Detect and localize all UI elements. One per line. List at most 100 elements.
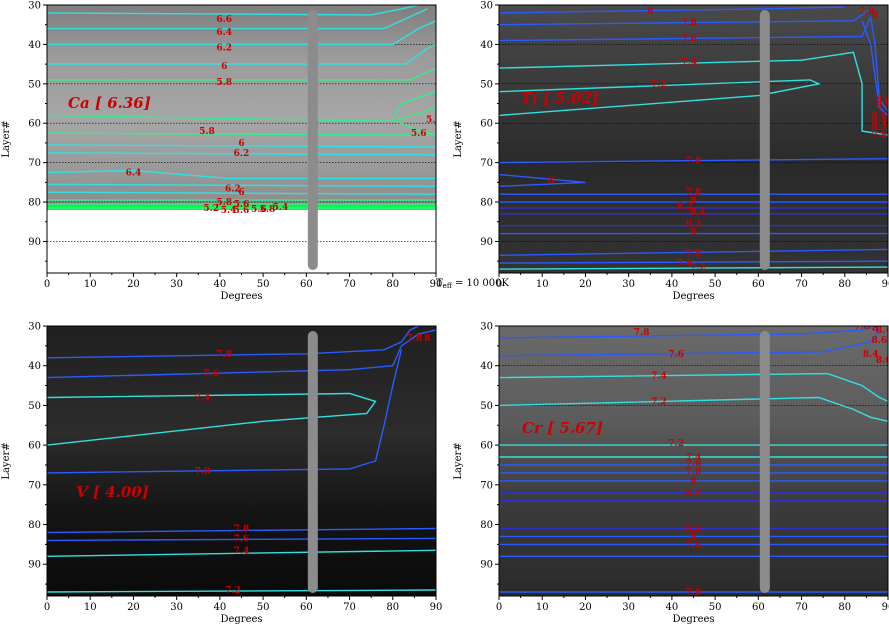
contour-line bbox=[47, 152, 436, 156]
contour-label: 6.2 bbox=[225, 184, 241, 194]
contour-label: 5.6 bbox=[251, 205, 267, 215]
y-tick-label: 30 bbox=[480, 322, 493, 333]
y-tick-label: 80 bbox=[28, 520, 41, 531]
contour-label: 8.2 bbox=[686, 489, 702, 499]
contour-label: 8.4 bbox=[876, 326, 889, 336]
contour-label: 8.6 bbox=[876, 356, 889, 366]
x-tick-label: 40 bbox=[214, 602, 227, 613]
contour-line bbox=[47, 392, 377, 446]
chart-panel-cr: 7.87.67.47.27.27.47.67.888.28.287.67.87.… bbox=[453, 322, 889, 626]
contour-label: 5.8 bbox=[199, 127, 215, 137]
y-tick-label: 80 bbox=[28, 198, 41, 209]
contour-line bbox=[861, 20, 888, 116]
contour-label: 7.6 bbox=[234, 534, 250, 544]
x-tick-label: 50 bbox=[257, 602, 270, 613]
contour-label: 7.8 bbox=[634, 328, 650, 338]
x-tick-label: 70 bbox=[795, 602, 808, 613]
contour-label: 7.4 bbox=[681, 58, 697, 68]
contour-label: 7.6 bbox=[686, 459, 702, 469]
y-tick-label: 60 bbox=[28, 441, 41, 452]
y-axis-label: Layer# bbox=[453, 120, 464, 157]
contour-label: 7.8 bbox=[854, 322, 870, 332]
element-label: Ca [ 6.36] bbox=[68, 94, 151, 112]
contour-label: 6.2 bbox=[234, 149, 250, 159]
contour-label: 5.8 bbox=[216, 198, 232, 208]
y-tick-label: 80 bbox=[480, 198, 493, 209]
x-tick-label: 20 bbox=[579, 602, 592, 613]
contour-line bbox=[47, 537, 436, 542]
x-tick-label: 70 bbox=[343, 279, 356, 290]
contour-label: 8.2 bbox=[872, 123, 888, 133]
y-tick-label: 40 bbox=[480, 40, 493, 51]
x-tick-label: 10 bbox=[84, 279, 97, 290]
contour-label: 7.8 bbox=[407, 334, 423, 344]
y-axis-label: Layer# bbox=[1, 442, 12, 479]
contour-label: 8.2 bbox=[677, 202, 693, 212]
contour-label: 8.6 bbox=[876, 96, 889, 106]
contour-label: 8.6 bbox=[872, 336, 888, 346]
x-tick-label: 0 bbox=[44, 279, 50, 290]
contour-line bbox=[499, 396, 888, 422]
y-tick-label: 50 bbox=[28, 79, 41, 90]
contour-line bbox=[47, 5, 419, 16]
contour-line bbox=[47, 169, 436, 180]
x-tick-label: 80 bbox=[386, 279, 399, 290]
contour-label: 6.6 bbox=[216, 15, 232, 25]
contour-label: 8.6 bbox=[872, 111, 888, 121]
contour-line bbox=[499, 158, 888, 164]
contour-label: 8 bbox=[690, 228, 696, 238]
contour-label: 7.6 bbox=[677, 259, 693, 269]
contour-line bbox=[391, 91, 436, 136]
contour-line bbox=[47, 8, 428, 30]
y-tick-label: 80 bbox=[480, 520, 493, 531]
contour-label: 5.6 bbox=[234, 200, 250, 210]
x-tick-label: 40 bbox=[666, 602, 679, 613]
x-tick-label: 30 bbox=[622, 279, 635, 290]
contour-label: 5.4 bbox=[273, 203, 289, 213]
x-tick-label: 60 bbox=[752, 279, 765, 290]
contour-label: 5.4 bbox=[221, 206, 237, 216]
contour-label: 8.2 bbox=[686, 525, 702, 535]
contour-line bbox=[47, 20, 436, 46]
contour-line bbox=[47, 43, 436, 65]
contour-line bbox=[47, 329, 436, 379]
y-tick-label: 70 bbox=[28, 158, 41, 169]
contour-label: 8 bbox=[872, 11, 878, 21]
x-tick-label: 70 bbox=[795, 279, 808, 290]
contour-label: 5.6 bbox=[234, 206, 250, 216]
x-tick-label: 50 bbox=[709, 602, 722, 613]
element-label: V [ 4.00] bbox=[76, 483, 149, 501]
y-tick-label: 90 bbox=[480, 560, 493, 571]
y-tick-label: 90 bbox=[28, 560, 41, 571]
contour-label: 8 bbox=[647, 7, 653, 17]
contour-line bbox=[870, 16, 888, 112]
x-tick-label: 80 bbox=[386, 602, 399, 613]
x-tick-label: 50 bbox=[709, 279, 722, 290]
x-tick-label: 60 bbox=[300, 279, 313, 290]
contour-label: 7.8 bbox=[195, 467, 211, 477]
x-tick-label: 80 bbox=[838, 602, 851, 613]
contour-label: 8.2 bbox=[686, 220, 702, 230]
contour-label: 8 bbox=[690, 532, 696, 542]
contour-line bbox=[47, 326, 419, 359]
y-axis-label: Layer# bbox=[453, 442, 464, 479]
x-tick-label: 20 bbox=[127, 602, 140, 613]
contour-label: 8 bbox=[690, 477, 696, 487]
x-tick-label: 90 bbox=[882, 602, 889, 613]
element-label: Cr [ 5.67] bbox=[522, 419, 603, 437]
abundance-map bbox=[47, 5, 436, 210]
x-tick-label: 30 bbox=[170, 279, 183, 290]
chart-panel-ca: 6.66.46.265.85.866.26.46.265.8 5.65.2 5.45… bbox=[1, 1, 442, 303]
contour-line bbox=[499, 51, 888, 136]
x-axis-label: Degrees bbox=[220, 291, 262, 302]
x-axis-label: Degrees bbox=[220, 614, 262, 625]
contour-label: 6.2 bbox=[216, 44, 232, 54]
x-tick-label: 10 bbox=[536, 602, 549, 613]
contour-label: 7.6 bbox=[203, 370, 219, 380]
contour-label: 7.4 bbox=[686, 453, 702, 463]
contour-label: 7.8 bbox=[681, 19, 697, 29]
contour-line bbox=[499, 260, 888, 264]
y-tick-label: 40 bbox=[28, 361, 41, 372]
contour-line bbox=[47, 132, 436, 136]
